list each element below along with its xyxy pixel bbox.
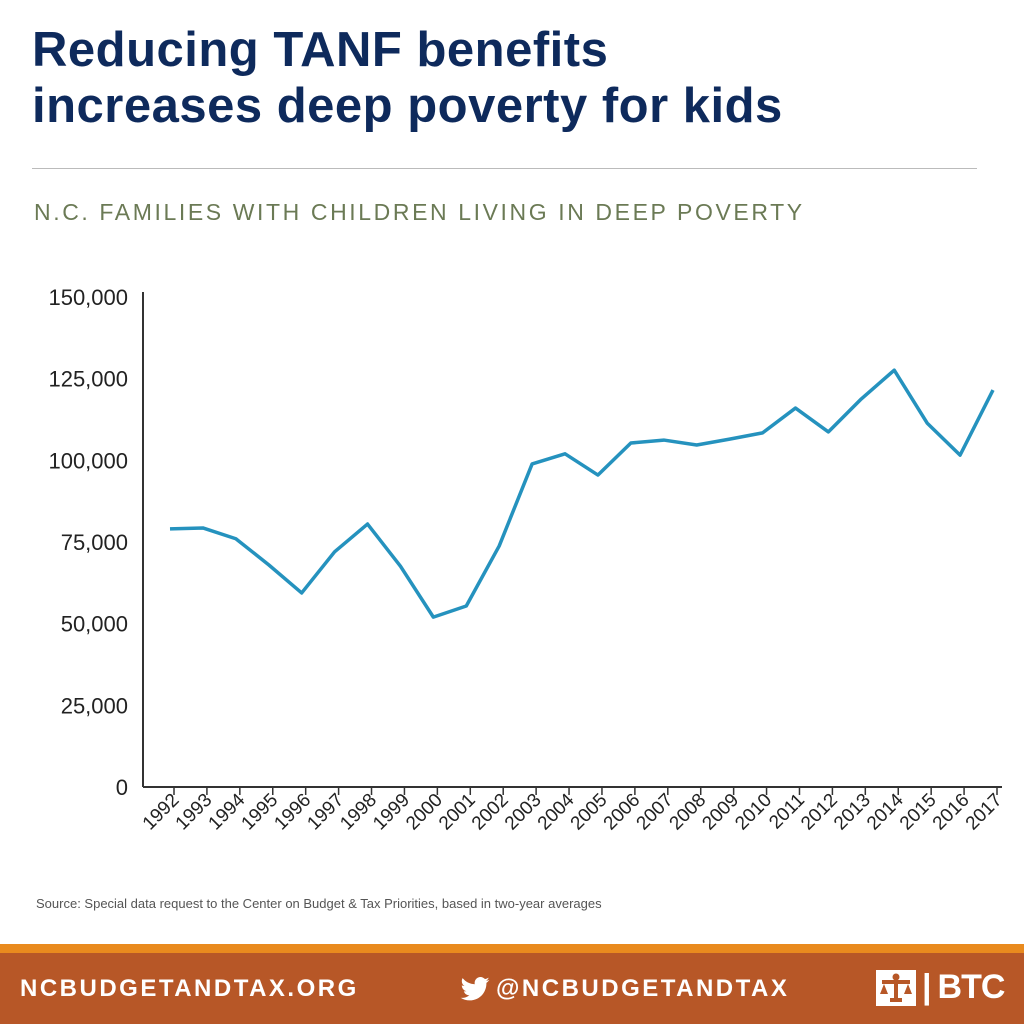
x-tick-label: 2008 — [666, 790, 711, 835]
x-tick-label: 2000 — [402, 790, 447, 835]
btc-logo: | BTC — [876, 968, 1006, 1007]
x-tick-label: 2005 — [567, 790, 612, 835]
x-tick-label: 1996 — [270, 790, 315, 835]
y-tick-label: 0 — [116, 775, 128, 800]
twitter-bird-icon — [460, 977, 490, 1001]
y-tick-label: 150,000 — [48, 285, 128, 310]
footer: NCBUDGETANDTAX.ORG @NCBUDGETANDTAX | BTC — [0, 953, 1024, 1024]
x-tick-label: 2010 — [731, 790, 776, 835]
twitter-handle-text: @NCBUDGETANDTAX — [496, 975, 790, 1002]
x-tick-label: 2015 — [896, 790, 941, 835]
x-tick-label: 2017 — [962, 790, 1007, 835]
x-tick-label: 2009 — [698, 790, 743, 835]
x-tick-label: 2004 — [534, 789, 579, 834]
x-tick-label: 2016 — [929, 790, 974, 835]
y-tick-label: 75,000 — [61, 530, 128, 555]
x-tick-label: 1993 — [172, 790, 217, 835]
x-tick-label: 2014 — [863, 789, 908, 834]
scales-of-justice-icon — [876, 969, 916, 1006]
x-tick-label: 2007 — [633, 790, 678, 835]
y-tick-label: 125,000 — [48, 367, 128, 392]
logo-text: BTC — [937, 968, 1006, 1006]
chart-title: N.C. FAMILIES WITH CHILDREN LIVING IN DE… — [34, 199, 805, 225]
twitter-handle[interactable]: @NCBUDGETANDTAX — [460, 975, 789, 1003]
x-tick-label: 2002 — [468, 790, 513, 835]
x-tick-label: 1997 — [303, 790, 348, 835]
x-tick-label: 2006 — [600, 790, 645, 835]
x-tick-label: 2011 — [765, 790, 809, 834]
y-tick-label: 25,000 — [61, 693, 128, 718]
page-title: Reducing TANF benefits increases deep po… — [32, 22, 783, 134]
x-tick-label: 1994 — [205, 789, 250, 834]
x-tick-label: 2001 — [435, 790, 480, 835]
line-chart: 0 25,000 50,000 75,000 100,000 125,000 150,000… — [48, 285, 1007, 835]
divider — [32, 168, 977, 169]
x-tick-label: 2003 — [501, 790, 546, 835]
x-tick-label: 2012 — [797, 790, 842, 835]
y-tick-label: 100,000 — [48, 448, 128, 473]
x-tick-label: 2013 — [830, 790, 875, 835]
y-tick-label: 50,000 — [61, 612, 128, 637]
source-note: Source: Special data request to the Cent… — [36, 896, 602, 911]
x-tick-label: 1999 — [369, 790, 414, 835]
title-line-2: increases deep poverty for kids — [32, 79, 783, 133]
x-tick-label: 1998 — [336, 790, 381, 835]
x-tick-label: 1992 — [139, 790, 184, 835]
website-link[interactable]: NCBUDGETANDTAX.ORG — [20, 975, 359, 1002]
x-tick-label: 1995 — [238, 790, 283, 835]
series-line — [169, 368, 995, 619]
accent-bar — [0, 944, 1024, 953]
title-line-1: Reducing TANF benefits — [32, 23, 609, 77]
